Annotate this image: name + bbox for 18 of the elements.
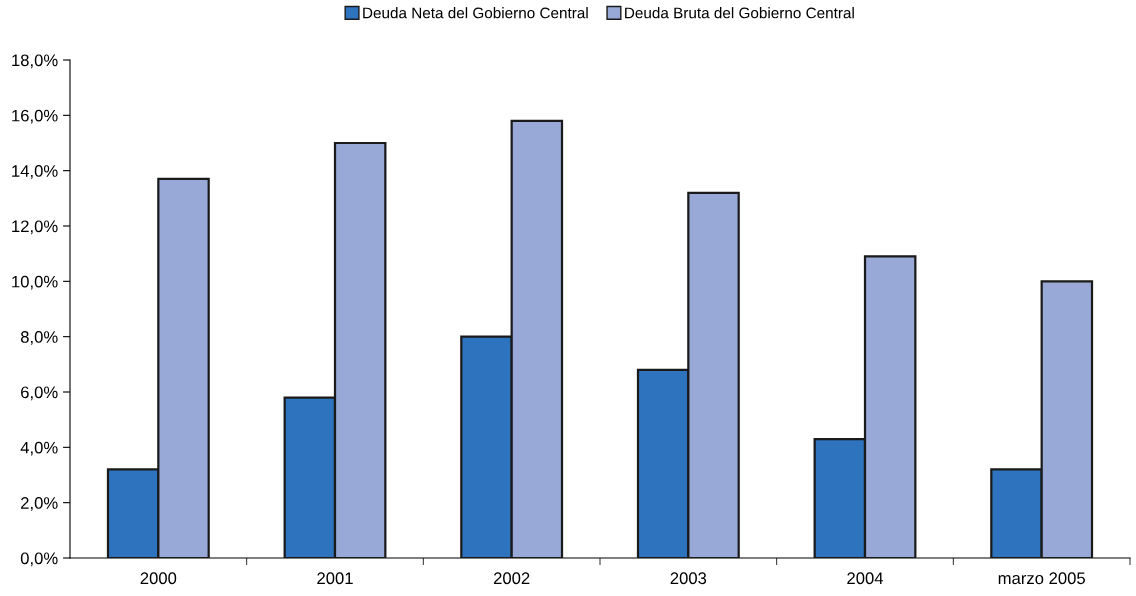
y-tick-label: 6,0% <box>21 386 58 401</box>
y-tick-label: 18,0% <box>12 54 58 69</box>
x-tick-label: 2002 <box>493 572 530 585</box>
x-tick-label: marzo 2005 <box>998 572 1085 585</box>
y-tick-label: 10,0% <box>12 275 58 290</box>
y-tick-label: 4,0% <box>20 441 58 456</box>
y-tick-label: 12,0% <box>12 220 58 235</box>
y-tick-label: 0,0% <box>20 552 58 567</box>
x-tick-label: 2004 <box>847 572 884 585</box>
y-tick-label: 14,0% <box>12 165 58 179</box>
legend-label: Deuda Bruta del Gobierno Central <box>625 7 854 19</box>
y-tick-label: 16,0% <box>12 109 58 124</box>
x-tick-label: 2003 <box>670 572 707 585</box>
x-tick-label: 2000 <box>140 572 177 585</box>
legend-label: Deuda Neta del Gobierno Central <box>363 7 588 19</box>
x-tick-label: 2001 <box>317 572 353 585</box>
y-tick-label: 2,0% <box>21 497 58 511</box>
y-tick-label: 8,0% <box>20 331 58 345</box>
